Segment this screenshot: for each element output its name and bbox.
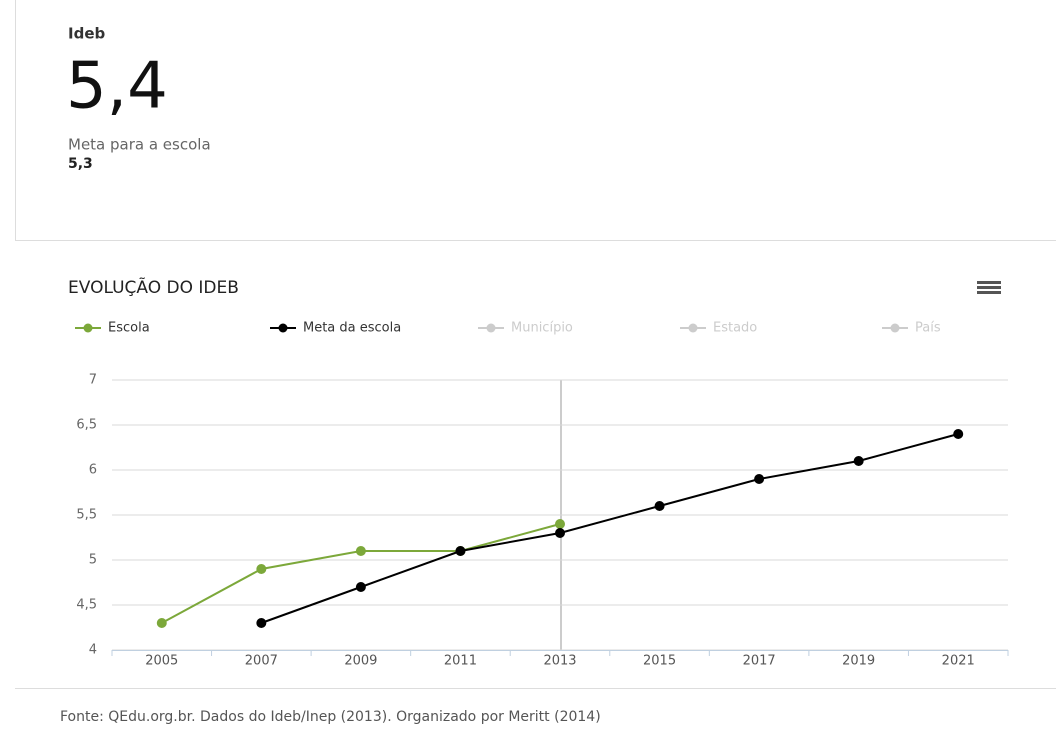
x-tick-label: 2005 [145,654,178,669]
ideb-value: 5,4 [66,50,168,124]
y-tick-label: 6 [89,463,97,478]
point [754,474,765,484]
y-tick-label: 4 [89,643,97,658]
x-tick-label: 2017 [743,654,776,669]
y-tick-label: 5 [89,553,97,568]
menu-bar [977,286,1001,289]
x-tick-label: 2007 [245,654,278,669]
point [953,429,964,439]
x-tick-label: 2015 [643,654,676,669]
legend-marker [890,323,900,333]
point [853,456,864,466]
point [555,528,565,538]
x-tick-label: 2011 [444,654,477,669]
point [555,519,565,529]
ideb-label: Ideb [68,25,105,43]
point [455,546,466,556]
point [156,618,167,628]
goal-label: Meta para a escola [68,136,211,154]
point [654,501,665,511]
legend-label[interactable]: Estado [713,321,757,336]
legend-label[interactable]: País [915,321,941,336]
menu-bar [977,291,1001,294]
point [355,546,366,556]
y-tick-label: 5,5 [76,508,97,523]
series-line [260,433,959,624]
point [355,582,366,592]
footer: Fonte: QEdu.org.br. Dados do Ideb/Inep (… [60,709,601,725]
menu-button[interactable] [977,281,1001,294]
legend-marker [278,323,288,333]
x-tick-label: 2019 [842,654,875,669]
goal-value: 5,3 [68,156,93,172]
legend-label[interactable]: Município [511,321,573,336]
y-tick-label: 4,5 [76,598,97,613]
point [256,618,267,628]
legend-marker [688,323,698,333]
y-tick-label: 6,5 [76,418,97,433]
menu-bar [977,281,1001,284]
point [256,564,267,574]
x-tick-label: 2009 [344,654,377,669]
legend-label[interactable]: Escola [108,321,150,336]
y-tick-label: 7 [89,373,97,388]
legend-marker [83,323,93,333]
x-tick-label: 2021 [942,654,975,669]
chart-title: EVOLUÇÃO DO IDEB [68,276,239,298]
series-line [161,523,561,624]
legend-marker [486,323,496,333]
x-tick-label: 2013 [543,654,576,669]
legend-label[interactable]: Meta da escola [303,321,401,336]
